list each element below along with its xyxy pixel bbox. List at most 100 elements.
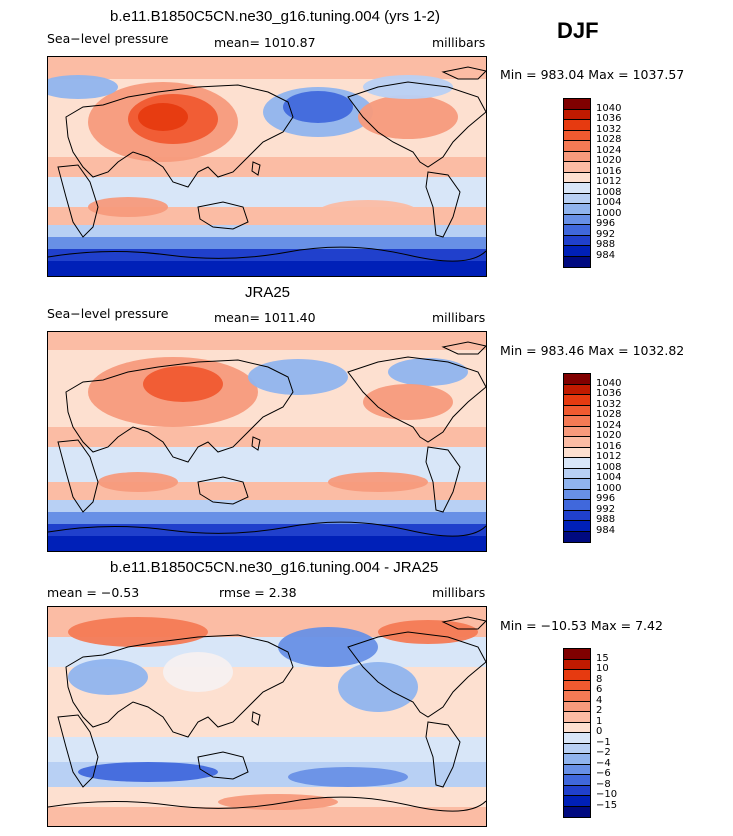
colorbar-tick-label: 1036 bbox=[596, 113, 622, 124]
panel-3-minmax: Min = −10.53 Max = 7.42 bbox=[500, 618, 663, 633]
colorbar-tick-label: 0 bbox=[596, 726, 603, 737]
colorbar-swatch bbox=[564, 468, 590, 479]
panel-3-title: b.e11.B1850C5CN.ne30_g16.tuning.004 - JR… bbox=[110, 559, 439, 576]
panel-3-map bbox=[47, 606, 487, 827]
slp-field bbox=[48, 607, 486, 826]
colorbar-swatch bbox=[564, 806, 590, 817]
colorbar-swatch bbox=[564, 151, 590, 162]
colorbar-tick-label: 6 bbox=[596, 684, 603, 695]
colorbar-swatch bbox=[564, 130, 590, 141]
colorbar-swatch bbox=[564, 489, 590, 500]
colorbar-swatch bbox=[564, 712, 590, 723]
colorbar-tick-label: 992 bbox=[596, 228, 616, 240]
colorbar-swatch bbox=[564, 225, 590, 236]
panel-3-units: millibars bbox=[432, 585, 486, 600]
colorbar-swatch bbox=[564, 500, 590, 511]
colorbar-tick-label: 1028 bbox=[596, 409, 622, 420]
colorbar-swatch bbox=[564, 183, 590, 194]
colorbar-tick-label: 988 bbox=[596, 514, 616, 525]
colorbar-tick-label: 1028 bbox=[596, 134, 622, 145]
colorbar-tick-label: 1008 bbox=[596, 461, 622, 473]
panel-3-rmse: rmse = 2.38 bbox=[219, 585, 297, 600]
panel-1-colorbar bbox=[563, 98, 591, 268]
colorbar-swatch bbox=[564, 204, 590, 215]
colorbar-swatch bbox=[564, 733, 590, 744]
colorbar-swatch bbox=[564, 649, 590, 660]
colorbar-swatch bbox=[564, 521, 590, 532]
colorbar-tick-label: 984 bbox=[596, 249, 616, 261]
colorbar-tick-label: 1004 bbox=[596, 197, 622, 208]
colorbar-swatch bbox=[564, 447, 590, 458]
colorbar-swatch bbox=[564, 405, 590, 416]
panel-2-title: JRA25 bbox=[245, 284, 291, 301]
colorbar-tick-label: 15 bbox=[596, 652, 609, 664]
colorbar-swatch bbox=[564, 437, 590, 448]
colorbar-swatch bbox=[564, 670, 590, 681]
panel-1-units: millibars bbox=[432, 35, 486, 50]
colorbar-tick-label: −4 bbox=[596, 757, 611, 769]
colorbar-swatch bbox=[564, 395, 590, 406]
panel-1-variable: Sea−level pressure bbox=[47, 31, 169, 46]
colorbar-tick-label: −6 bbox=[596, 768, 611, 779]
colorbar-swatch bbox=[564, 193, 590, 204]
colorbar-tick-label: −10 bbox=[596, 789, 618, 800]
colorbar-swatch bbox=[564, 374, 590, 385]
colorbar-tick-label: 996 bbox=[596, 493, 616, 504]
colorbar-swatch bbox=[564, 458, 590, 469]
colorbar-swatch bbox=[564, 141, 590, 152]
colorbar-tick-label: 1016 bbox=[596, 165, 622, 177]
colorbar-swatch bbox=[564, 680, 590, 691]
slp-field bbox=[48, 57, 486, 276]
colorbar-tick-label: 1036 bbox=[596, 388, 622, 399]
panel-2-colorbar bbox=[563, 373, 591, 543]
panel-3-mean: mean = −0.53 bbox=[47, 585, 140, 600]
colorbar-swatch bbox=[564, 99, 590, 110]
colorbar-tick-label: 1016 bbox=[596, 440, 622, 452]
colorbar-swatch bbox=[564, 764, 590, 775]
colorbar-swatch bbox=[564, 701, 590, 712]
colorbar-tick-label: 1032 bbox=[596, 398, 622, 410]
colorbar-tick-label: 1012 bbox=[596, 451, 622, 462]
colorbar-tick-label: 1040 bbox=[596, 377, 622, 389]
colorbar-swatch bbox=[564, 416, 590, 427]
colorbar-tick-label: 1000 bbox=[596, 482, 622, 494]
colorbar-tick-label: 1004 bbox=[596, 472, 622, 483]
colorbar-swatch bbox=[564, 384, 590, 395]
colorbar-swatch bbox=[564, 659, 590, 670]
colorbar-swatch bbox=[564, 510, 590, 521]
colorbar-tick-label: 8 bbox=[596, 673, 603, 685]
colorbar-swatch bbox=[564, 479, 590, 490]
colorbar-tick-label: 10 bbox=[596, 663, 609, 674]
colorbar-tick-label: 984 bbox=[596, 524, 616, 536]
colorbar-swatch bbox=[564, 120, 590, 131]
panel-2-units: millibars bbox=[432, 310, 486, 325]
colorbar-tick-label: 1012 bbox=[596, 176, 622, 187]
panel-3-colorbar bbox=[563, 648, 591, 818]
colorbar-tick-label: −2 bbox=[596, 747, 611, 758]
colorbar-tick-label: 992 bbox=[596, 503, 616, 515]
colorbar-swatch bbox=[564, 256, 590, 267]
colorbar-swatch bbox=[564, 754, 590, 765]
colorbar-tick-label: −15 bbox=[596, 799, 618, 811]
colorbar-swatch bbox=[564, 172, 590, 183]
panel-2-variable: Sea−level pressure bbox=[47, 306, 169, 321]
colorbar-tick-label: 1000 bbox=[596, 207, 622, 219]
panel-2-minmax: Min = 983.46 Max = 1032.82 bbox=[500, 343, 685, 358]
colorbar-swatch bbox=[564, 426, 590, 437]
colorbar-swatch bbox=[564, 775, 590, 786]
colorbar-tick-label: −8 bbox=[596, 778, 611, 790]
colorbar-tick-label: 1 bbox=[596, 715, 603, 727]
colorbar-tick-label: 4 bbox=[596, 694, 603, 706]
colorbar-tick-label: 988 bbox=[596, 239, 616, 250]
panel-2-map bbox=[47, 331, 487, 552]
panel-1-map bbox=[47, 56, 487, 277]
colorbar-tick-label: 1020 bbox=[596, 155, 622, 166]
colorbar-swatch bbox=[564, 246, 590, 257]
season-label: DJF bbox=[557, 18, 599, 43]
colorbar-tick-label: −1 bbox=[596, 736, 611, 748]
colorbar-tick-label: 1032 bbox=[596, 123, 622, 135]
colorbar-swatch bbox=[564, 162, 590, 173]
colorbar-swatch bbox=[564, 785, 590, 796]
colorbar-tick-label: 2 bbox=[596, 705, 603, 716]
colorbar-swatch bbox=[564, 109, 590, 120]
